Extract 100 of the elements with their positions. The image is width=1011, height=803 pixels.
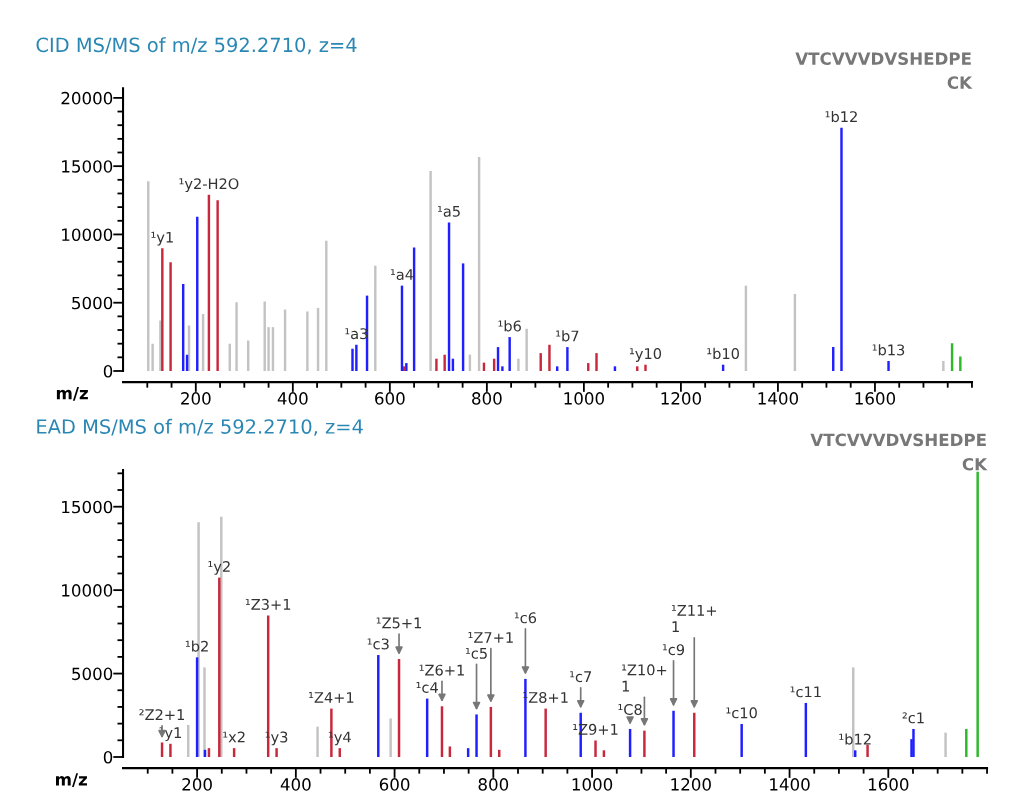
bar (887, 361, 890, 371)
bar (594, 740, 597, 757)
annotation: ¹x2 (223, 731, 245, 743)
annotation: ¹b6 (498, 320, 521, 332)
x-tick-label: 1000 (572, 778, 613, 791)
bar (355, 344, 358, 371)
bar (693, 712, 696, 757)
x-axis-title: m/z (56, 773, 87, 787)
x-tick-label: 400 (280, 778, 311, 791)
annotation: ¹y2 (208, 560, 230, 575)
annotation: ¹y2-H2O (179, 178, 239, 193)
bar (374, 265, 377, 371)
annotation: ¹b7 (556, 330, 579, 342)
bar (866, 744, 869, 757)
bar (475, 714, 478, 757)
x-tick-label: 200 (182, 778, 212, 791)
annotation: ¹c4 (416, 682, 438, 693)
annotation: ¹a5 (437, 205, 460, 217)
bar (275, 748, 278, 757)
annotation: ¹Z10+ 1 (622, 664, 667, 692)
bar (976, 471, 979, 757)
annotation: ¹Z11+ 1 (671, 604, 717, 632)
annotation: CK (947, 76, 973, 89)
annotation: ¹y10 (629, 348, 662, 362)
bar (508, 337, 511, 371)
bar (944, 732, 947, 757)
bar (169, 743, 172, 757)
x-tick-label: 600 (379, 778, 410, 791)
annotation: ¹Z5+1 (376, 617, 421, 629)
bar (740, 723, 743, 757)
bar (595, 353, 598, 371)
x-tick-label: 1400 (758, 392, 799, 405)
bar (544, 708, 547, 757)
text: VTCVVVDVSHEDPE (810, 433, 986, 447)
x-tick-label: 800 (472, 392, 502, 405)
bar (501, 366, 504, 371)
x-tick-label: 1600 (868, 778, 909, 791)
y-tick-label: 10000 (62, 584, 113, 597)
y-tick-label: 5000 (72, 667, 113, 681)
bar (566, 347, 569, 371)
annotation: ¹b12 (825, 110, 857, 123)
annotation: ¹a4 (390, 269, 414, 281)
annotation: ¹c5 (465, 647, 487, 659)
bar (840, 127, 843, 371)
bar (218, 577, 221, 757)
annotation: ¹Z7+1 (468, 632, 513, 643)
annotation: ²c1 (902, 712, 924, 724)
annotation: ¹b10 (707, 347, 739, 360)
bar (429, 170, 432, 371)
bar (235, 302, 238, 371)
x-axis-title: m/z (56, 387, 88, 401)
bar (263, 301, 266, 371)
bar (644, 364, 647, 371)
bar (203, 667, 206, 757)
bar (169, 262, 172, 371)
annotation: ¹c3 (367, 638, 389, 650)
bar (161, 248, 164, 371)
bar (672, 710, 675, 757)
bar (912, 728, 915, 757)
y-tick-label: 10000 (62, 228, 113, 242)
bar (959, 356, 962, 371)
bar (613, 366, 617, 371)
y-tick-label: 15000 (62, 500, 113, 514)
bar (556, 366, 559, 371)
annotation: ¹b12 (839, 733, 871, 745)
y-tick-label: 20000 (61, 91, 113, 105)
annotation: ¹b2 (185, 640, 208, 652)
bar (325, 240, 328, 371)
bar (306, 311, 309, 371)
annotation: ¹c6 (514, 612, 537, 624)
chart-title: EAD MS/MS of m/z 592.2710, z=4 (37, 418, 363, 436)
x-tick-label: 1600 (855, 392, 896, 405)
bar (377, 655, 380, 757)
bar (636, 366, 639, 371)
x-tick-label: 400 (277, 392, 308, 405)
bar (316, 726, 319, 757)
x-tick-label: 1400 (770, 778, 810, 791)
annotation: ¹C8 (618, 703, 642, 716)
chart-title: CID MS/MS of m/z 592.2710, z=4 (36, 37, 357, 55)
bar (548, 344, 551, 371)
y-tick-label: 15000 (62, 160, 113, 173)
annotation: ¹b13 (872, 344, 905, 356)
y-tick-label: 0 (103, 750, 113, 764)
x-tick-label: 1000 (564, 392, 604, 405)
y-tick-label: 0 (103, 364, 113, 378)
x-tick-label: 200 (181, 392, 211, 405)
annotation: ¹c11 (790, 686, 821, 698)
annotation: ²Z2+1 (139, 709, 184, 720)
bar (517, 358, 520, 371)
x-tick-label: 600 (375, 392, 405, 405)
bar (216, 200, 219, 371)
annotation: ¹c7 (570, 671, 592, 683)
bar (965, 728, 968, 757)
x-tick-label: 800 (478, 778, 509, 791)
bar (643, 730, 646, 757)
y-tick-label: 5000 (72, 296, 113, 310)
bar (351, 348, 354, 371)
bar (443, 354, 446, 371)
annotation: ¹Z3+1 (245, 598, 291, 610)
annotation: ¹Z4+1 (309, 692, 354, 703)
